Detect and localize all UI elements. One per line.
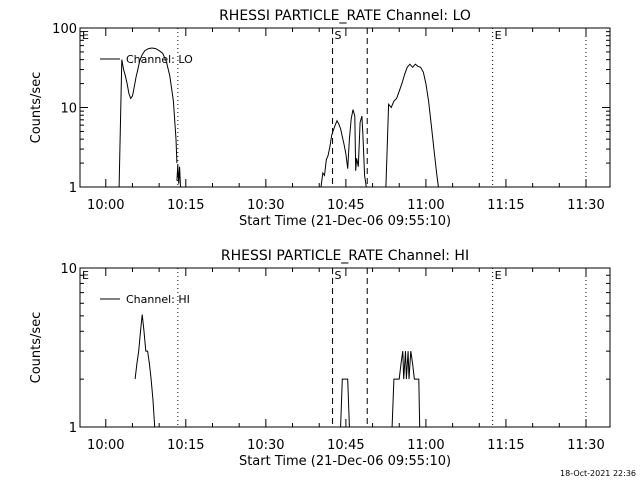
marker-label: E xyxy=(82,29,89,42)
legend-label: Channel: HI xyxy=(126,293,190,306)
x-tick-label: 10:45 xyxy=(327,198,364,213)
series-line xyxy=(320,109,367,188)
x-tick-label: 10:30 xyxy=(247,198,284,213)
marker-label: E xyxy=(82,269,89,282)
marker-label: S xyxy=(335,29,342,42)
plot-frame xyxy=(79,27,611,188)
y-tick-label: 1 xyxy=(69,181,77,196)
marker-label: E xyxy=(495,269,502,282)
marker-label: S xyxy=(335,269,342,282)
x-tick-label: 10:15 xyxy=(167,198,204,213)
x-tick-label: 10:15 xyxy=(167,438,204,453)
series-line xyxy=(385,63,439,188)
x-tick-label: 11:30 xyxy=(567,198,604,213)
y-axis-label: Counts/sec xyxy=(29,72,44,144)
footer-timestamp: 18-Oct-2021 22:36 xyxy=(560,469,636,478)
series-line xyxy=(176,164,181,188)
series-line xyxy=(391,351,421,428)
marker-label: E xyxy=(495,29,502,42)
y-axis-label: Counts/sec xyxy=(29,312,44,384)
x-axis-label: Start Time (21-Dec-06 09:55:10) xyxy=(239,454,451,469)
x-axis-label: Start Time (21-Dec-06 09:55:10) xyxy=(239,214,451,229)
plot-frame xyxy=(79,267,611,428)
chart-1: RHESSI PARTICLE_RATE Channel: LO Counts/s… xyxy=(29,8,611,229)
y-tick-label: 100 xyxy=(52,22,77,37)
y-tick-label: 10 xyxy=(60,102,77,117)
x-tick-label: 10:00 xyxy=(87,438,124,453)
x-tick-label: 11:00 xyxy=(407,198,444,213)
x-tick-label: 11:00 xyxy=(407,438,444,453)
x-tick-label: 10:30 xyxy=(247,438,284,453)
series-line xyxy=(340,378,350,428)
chart-title: RHESSI PARTICLE_RATE Channel: HI xyxy=(221,248,469,264)
series-line xyxy=(118,47,178,188)
legend-label: Channel: LO xyxy=(126,53,193,66)
y-tick-label: 10 xyxy=(60,262,77,277)
y-tick-label: 1 xyxy=(69,421,77,436)
series-line xyxy=(134,314,156,428)
x-tick-label: 10:00 xyxy=(87,198,124,213)
chart-title: RHESSI PARTICLE_RATE Channel: LO xyxy=(219,8,471,24)
x-tick-label: 11:15 xyxy=(487,438,524,453)
chart-2: RHESSI PARTICLE_RATE Channel: HI Counts/s… xyxy=(29,248,611,469)
x-tick-label: 10:45 xyxy=(327,438,364,453)
x-tick-label: 11:15 xyxy=(487,198,524,213)
x-tick-label: 11:30 xyxy=(567,438,604,453)
